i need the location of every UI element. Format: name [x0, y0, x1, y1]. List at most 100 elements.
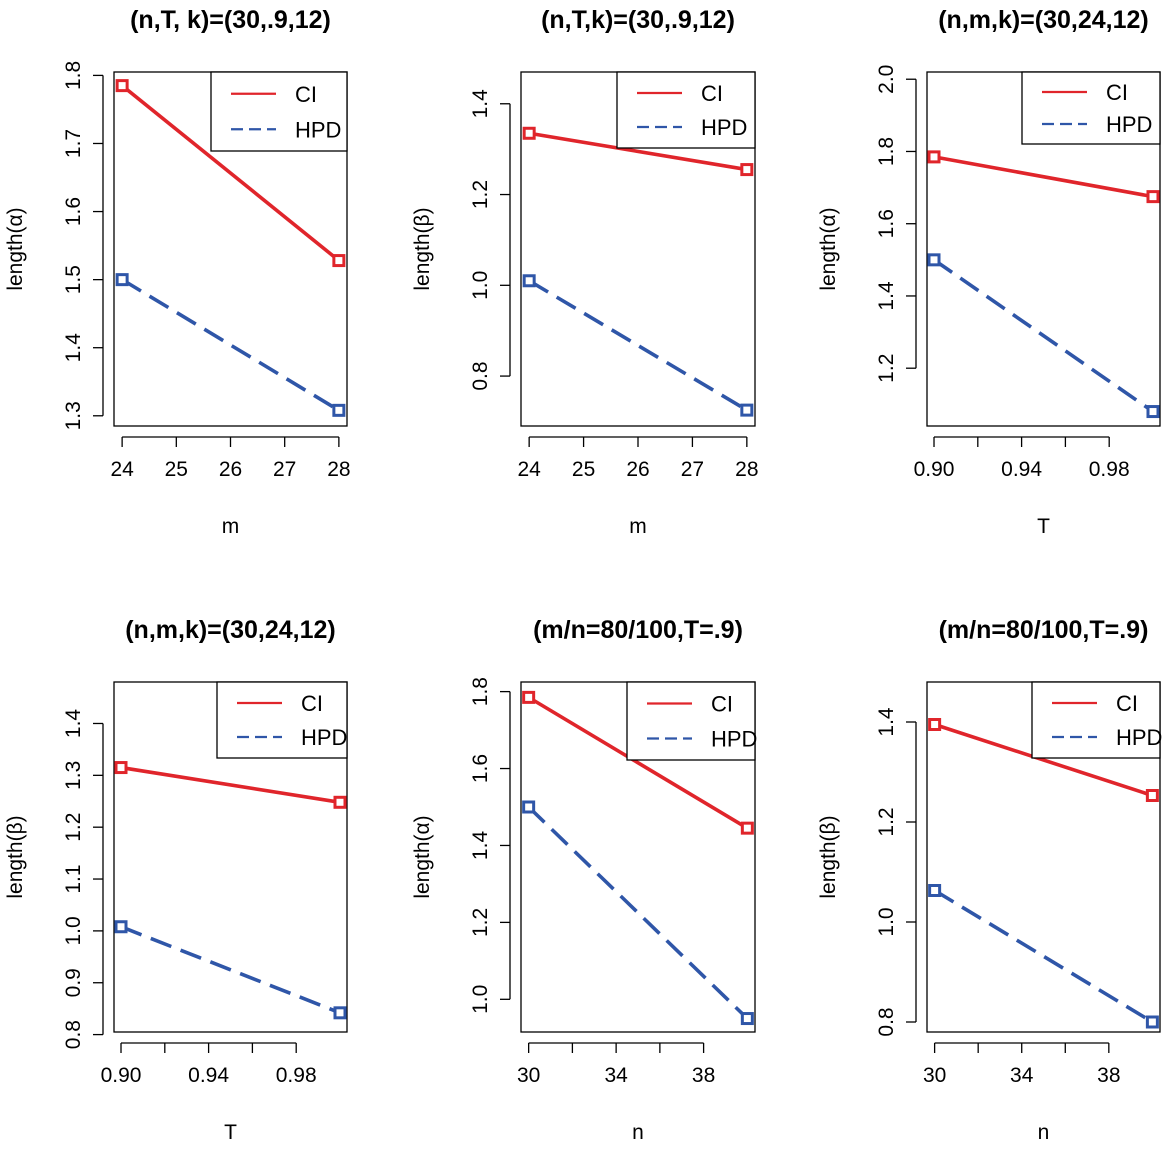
- x-axis-label: m: [222, 515, 240, 538]
- ci-point: [522, 126, 536, 140]
- ci-point: [522, 690, 536, 704]
- legend-label: CI: [1116, 691, 1138, 716]
- y-axis-label: length(β): [411, 207, 434, 290]
- y-axis-label: length(β): [817, 815, 840, 898]
- ci-series-line: [120, 765, 341, 805]
- y-tick-label: 1.8: [62, 61, 85, 90]
- x-tick-label: 0.90: [101, 1064, 142, 1087]
- x-tick-label: 28: [327, 458, 350, 481]
- x-tick-label: 26: [626, 458, 649, 481]
- y-tick-label: 1.2: [469, 908, 492, 937]
- ci-point: [740, 163, 754, 177]
- x-tick-label: 26: [219, 458, 242, 481]
- x-axis-label: m: [629, 515, 647, 538]
- legend: CI HPD: [1021, 71, 1161, 145]
- panel-3: (n,m,k)=(30,24,12) 0.90 0.94 0.98 T 1.2 1.4 1.6…: [817, 6, 1161, 538]
- ci-series-line: [527, 695, 749, 830]
- hpd-series-line: [120, 925, 341, 1015]
- ci-point: [114, 761, 128, 775]
- legend-box: [626, 681, 756, 761]
- x-tick-label: 30: [923, 1064, 946, 1087]
- x-tick-label: 0.94: [1001, 458, 1042, 481]
- y-tick-label: 1.5: [62, 265, 85, 294]
- chart-title: (m/n=80/100,T=.9): [533, 616, 743, 644]
- ci-series-line: [934, 722, 1153, 798]
- hpd-point: [1146, 405, 1160, 419]
- ci-point: [927, 150, 941, 164]
- y-tick-label: 0.8: [62, 1020, 85, 1049]
- ci-series-line: [120, 84, 341, 262]
- legend: CI HPD: [1031, 681, 1162, 759]
- legend-label: HPD: [295, 117, 341, 142]
- x-tick-label: 24: [517, 458, 541, 481]
- hpd-series-line: [933, 888, 1154, 1024]
- legend: CI HPD: [210, 71, 348, 152]
- y-tick-label: 1.3: [62, 761, 85, 790]
- hpd-point: [1145, 1015, 1159, 1029]
- y-tick-label: 1.2: [875, 354, 898, 383]
- x-tick-label: 0.94: [188, 1064, 229, 1087]
- x-tick-label: 25: [572, 458, 595, 481]
- legend-label: HPD: [1106, 112, 1152, 137]
- legend-label: HPD: [1116, 725, 1162, 750]
- panel-4: (n,m,k)=(30,24,12) 0.90 0.94 0.98 T 0.8 0.9 1.0…: [4, 616, 348, 1144]
- x-tick-label: 25: [165, 458, 188, 481]
- ci-point: [115, 79, 129, 93]
- y-tick-label: 1.4: [875, 281, 898, 311]
- legend-label: CI: [701, 81, 723, 106]
- hpd-point: [333, 1006, 347, 1020]
- ci-series-line: [528, 131, 748, 172]
- hpd-point: [928, 884, 942, 897]
- x-tick-label: 27: [273, 458, 296, 481]
- hpd-point: [522, 800, 536, 814]
- y-tick-label: 1.8: [875, 137, 898, 166]
- y-axis-label: length(α): [817, 207, 840, 290]
- legend-box: [616, 71, 756, 149]
- hpd-point: [740, 403, 754, 417]
- y-tick-label: 1.2: [875, 807, 898, 836]
- hpd-series-line: [932, 258, 1155, 414]
- hpd-point: [114, 920, 128, 934]
- y-tick-label: 1.6: [875, 209, 898, 238]
- ci-point: [332, 254, 346, 268]
- x-axis-label: n: [632, 1121, 644, 1144]
- panel-5: (m/n=80/100,T=.9) 30 34 38 n 1.0 1.2 1.4 1.6 1.8 l…: [411, 616, 757, 1144]
- y-axis-label: length(β): [4, 815, 27, 898]
- x-tick-label: 0.98: [276, 1064, 317, 1087]
- y-tick-label: 1.3: [62, 401, 85, 430]
- y-tick-label: 2.0: [875, 65, 898, 94]
- y-tick-label: 1.0: [62, 916, 85, 945]
- chart-title: (n,T,k)=(30,.9,12): [541, 6, 735, 34]
- legend-label: CI: [711, 692, 733, 717]
- x-tick-label: 34: [604, 1064, 628, 1087]
- chart-title: (m/n=80/100,T=.9): [939, 616, 1149, 644]
- legend: CI HPD: [616, 71, 756, 149]
- x-axis-label: n: [1038, 1121, 1050, 1144]
- panel-1: (n,T, k)=(30,.9,12) 24 25 26 27 28 m 1.3 1.4 1.5 1…: [4, 6, 351, 538]
- x-tick-label: 27: [681, 458, 704, 481]
- y-tick-label: 1.7: [62, 129, 85, 158]
- x-tick-label: 0.90: [914, 458, 955, 481]
- legend-box: [1031, 681, 1161, 759]
- hpd-point: [332, 403, 346, 417]
- x-axis-label: T: [224, 1121, 237, 1144]
- y-tick-label: 1.4: [469, 831, 492, 861]
- y-tick-label: 1.2: [62, 813, 85, 842]
- y-tick-label: 1.4: [469, 89, 492, 119]
- ci-point: [740, 821, 754, 835]
- chart-title: (n,m,k)=(30,24,12): [938, 6, 1149, 34]
- ci-point: [928, 718, 942, 731]
- hpd-point: [115, 273, 129, 287]
- y-tick-label: 1.4: [62, 709, 85, 739]
- chart-title: (n,m,k)=(30,24,12): [125, 616, 336, 644]
- y-tick-label: 1.4: [875, 707, 898, 737]
- y-tick-label: 1.8: [469, 677, 492, 706]
- x-tick-label: 28: [735, 458, 758, 481]
- y-tick-label: 1.0: [469, 985, 492, 1014]
- y-tick-label: 1.2: [469, 180, 492, 209]
- legend-label: HPD: [301, 725, 347, 750]
- x-tick-label: 0.98: [1089, 458, 1130, 481]
- legend: CI HPD: [216, 681, 348, 759]
- y-tick-label: 0.8: [875, 1007, 898, 1036]
